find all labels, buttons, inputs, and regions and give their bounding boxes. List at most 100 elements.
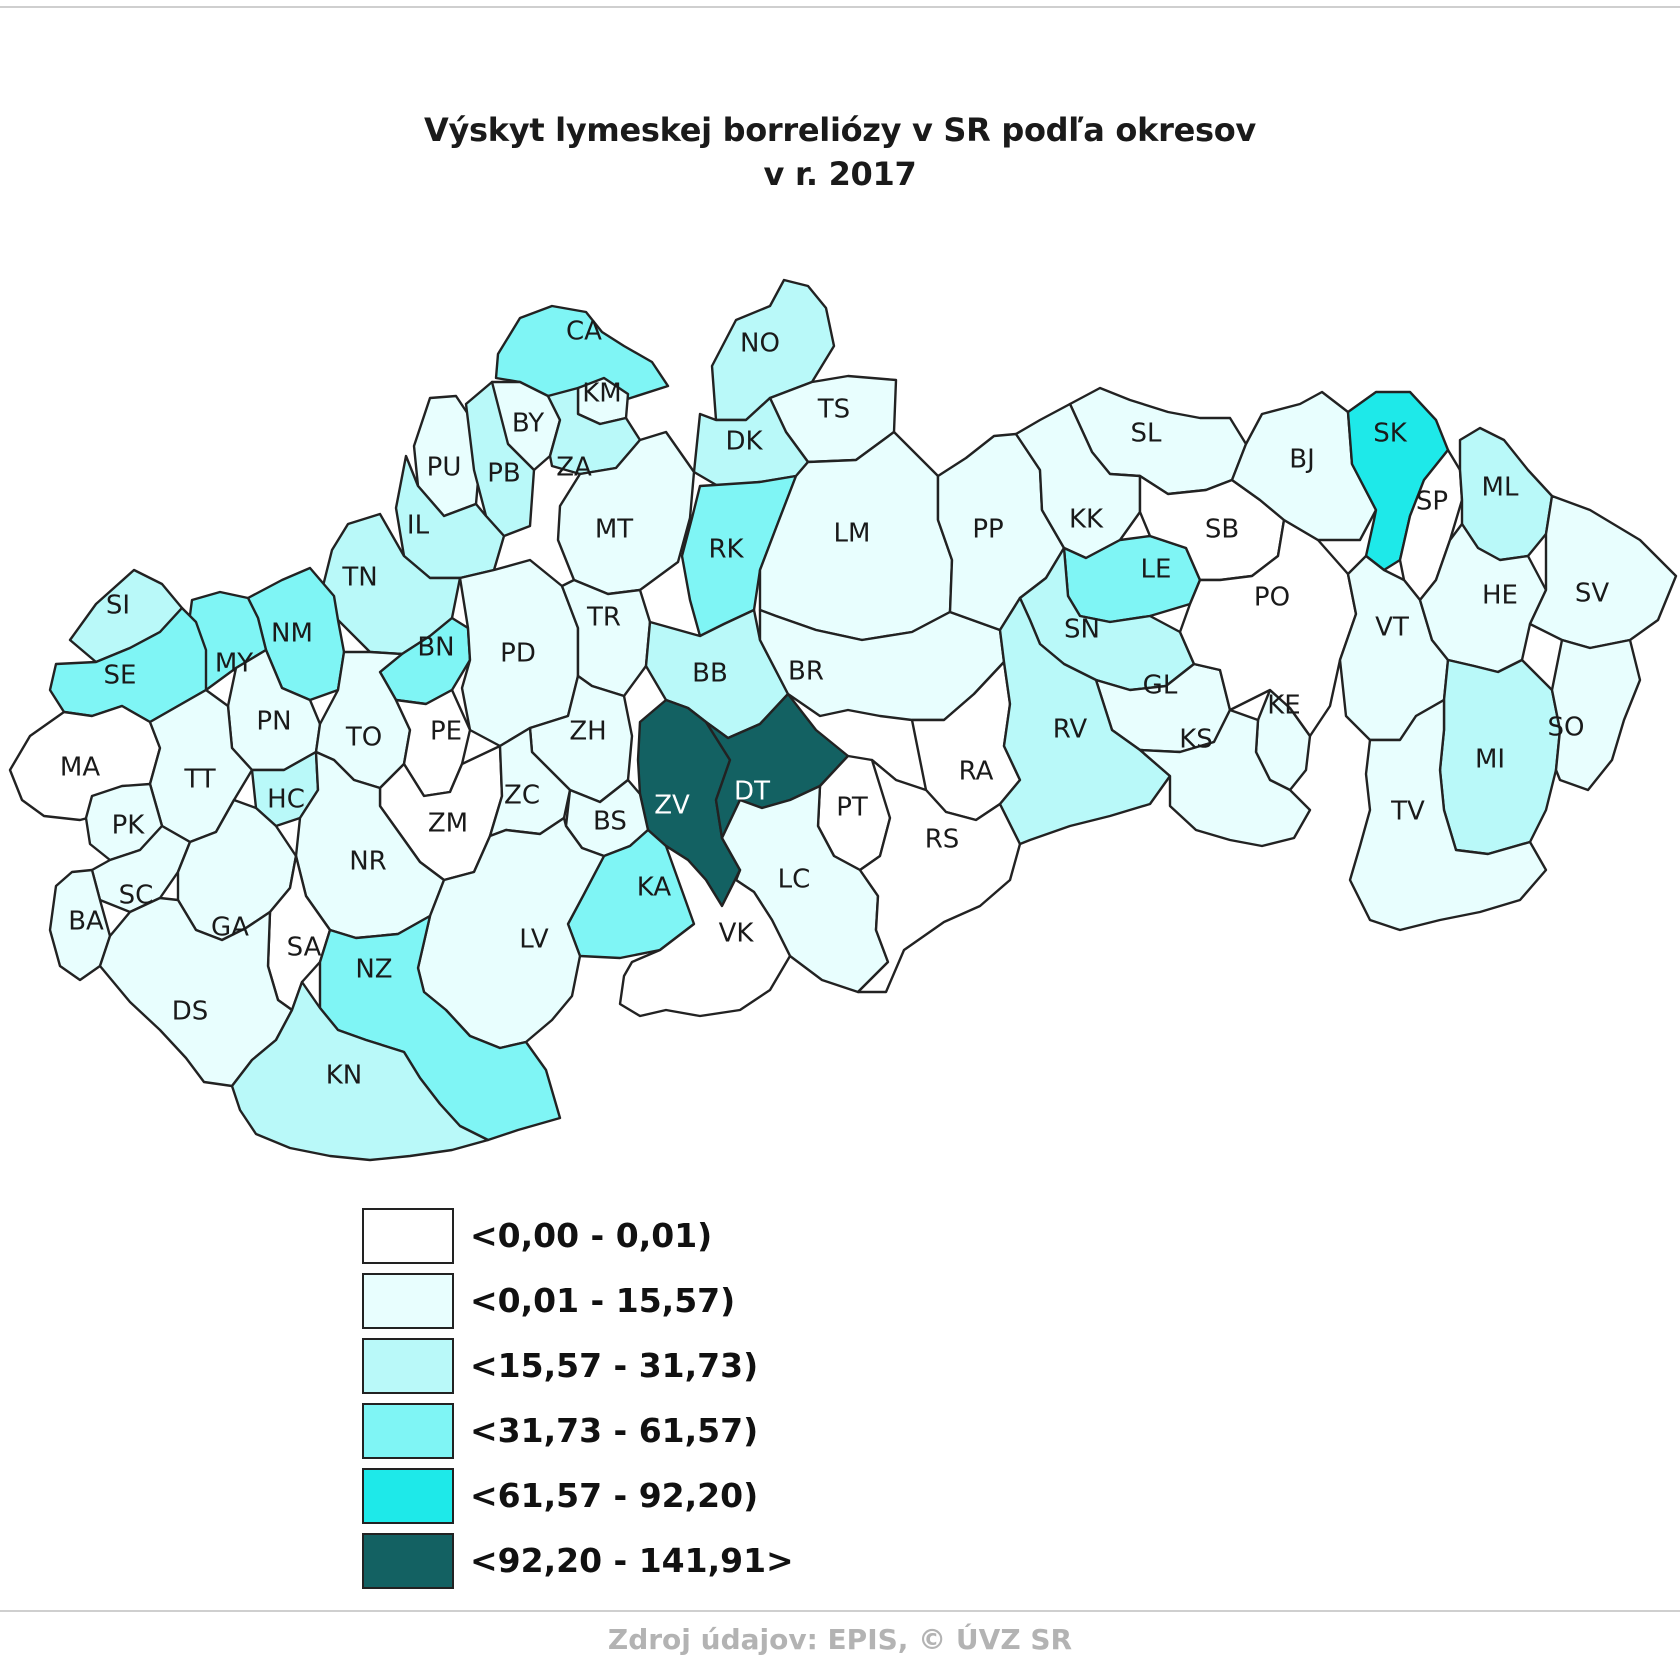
map-title-line-1: Výskyt lymeskej borreliózy v SR podľa ok… bbox=[424, 111, 1256, 149]
top-divider bbox=[0, 6, 1680, 8]
district-label-ba: BA bbox=[68, 907, 104, 937]
district-label-rs: RS bbox=[925, 825, 960, 855]
district-label-hc: HC bbox=[267, 785, 305, 815]
district-label-bn: BN bbox=[417, 633, 454, 663]
district-label-nr: NR bbox=[349, 847, 387, 877]
district-label-sb: SB bbox=[1205, 515, 1239, 545]
district-label-se: SE bbox=[104, 661, 137, 691]
district-mt bbox=[556, 430, 696, 596]
district-pb bbox=[464, 380, 536, 538]
district-label-pt: PT bbox=[836, 793, 868, 823]
district-label-zh: ZH bbox=[569, 717, 606, 747]
district-sv bbox=[1528, 494, 1678, 650]
district-label-kk: KK bbox=[1069, 505, 1104, 535]
district-kn bbox=[230, 980, 490, 1162]
legend-swatch bbox=[362, 1208, 454, 1264]
district-label-ga: GA bbox=[211, 913, 249, 943]
district-tv bbox=[1348, 698, 1548, 932]
district-label-dt: DT bbox=[734, 777, 770, 807]
district-label-tn: TN bbox=[341, 563, 377, 593]
district-label-si: SI bbox=[106, 591, 130, 621]
district-label-sl: SL bbox=[1131, 419, 1163, 449]
district-label-sc: SC bbox=[119, 881, 154, 911]
legend-label: <31,73 - 61,57) bbox=[470, 1411, 759, 1450]
district-label-vt: VT bbox=[1375, 613, 1409, 643]
district-label-bj: BJ bbox=[1289, 445, 1315, 475]
district-label-so: SO bbox=[1548, 713, 1585, 743]
district-label-ra: RA bbox=[959, 757, 994, 787]
district-label-sp: SP bbox=[1416, 487, 1448, 517]
district-label-ks: KS bbox=[1179, 725, 1213, 755]
district-labels-layer: CA NO KM TS BY PU PB ZA DK IL MT RK LM TN SI NM MY BN PD TR… bbox=[60, 317, 1609, 1091]
district-label-bb: BB bbox=[692, 659, 728, 689]
bottom-divider bbox=[0, 1610, 1680, 1612]
district-label-vk: VK bbox=[719, 919, 755, 949]
district-label-pk: PK bbox=[112, 811, 146, 841]
district-label-no: NO bbox=[740, 329, 780, 359]
district-rv bbox=[998, 596, 1172, 846]
district-label-by: BY bbox=[512, 409, 544, 439]
district-label-pu: PU bbox=[427, 453, 462, 483]
district-label-sn: SN bbox=[1064, 615, 1100, 645]
district-label-po: PO bbox=[1254, 583, 1290, 613]
districts-layer bbox=[8, 278, 1678, 1162]
district-label-br: BR bbox=[788, 657, 824, 687]
legend-label: <15,57 - 31,73) bbox=[470, 1346, 759, 1385]
district-ks bbox=[1138, 708, 1312, 848]
district-label-ml: ML bbox=[1482, 473, 1519, 503]
district-il bbox=[394, 454, 506, 580]
district-label-mt: MT bbox=[595, 515, 633, 545]
district-label-pn: PN bbox=[256, 707, 291, 737]
district-so bbox=[1550, 638, 1642, 792]
district-label-to: TO bbox=[345, 723, 382, 753]
district-label-sk: SK bbox=[1373, 419, 1408, 449]
map-title-line-2: v r. 2017 bbox=[763, 155, 917, 193]
district-label-ts: TS bbox=[817, 395, 850, 425]
district-label-tv: TV bbox=[1390, 797, 1425, 827]
legend-swatch bbox=[362, 1273, 454, 1329]
district-label-pb: PB bbox=[487, 459, 521, 489]
district-label-za: ZA bbox=[556, 453, 592, 483]
district-label-sa: SA bbox=[287, 933, 322, 963]
source-credit: Zdroj údajov: EPIS, © ÚVZ SR bbox=[607, 1623, 1073, 1656]
legend-swatch bbox=[362, 1468, 454, 1524]
district-label-rk: RK bbox=[708, 535, 744, 565]
district-label-pp: PP bbox=[972, 515, 1003, 545]
district-vk bbox=[618, 844, 792, 1018]
district-label-zv: ZV bbox=[654, 791, 690, 821]
district-label-tt: TT bbox=[183, 765, 215, 795]
district-label-nz: NZ bbox=[355, 955, 392, 985]
district-label-nm: NM bbox=[271, 619, 313, 649]
district-label-rv: RV bbox=[1053, 715, 1088, 745]
legend-label: <0,01 - 15,57) bbox=[470, 1281, 736, 1320]
district-label-ma: MA bbox=[60, 753, 100, 783]
district-po bbox=[1178, 518, 1358, 738]
district-label-le: LE bbox=[1141, 555, 1172, 585]
district-label-km: KM bbox=[582, 379, 621, 409]
district-label-ds: DS bbox=[172, 997, 209, 1027]
legend-label: <92,20 - 141,91> bbox=[470, 1541, 794, 1580]
legend-swatch bbox=[362, 1338, 454, 1394]
legend-label: <0,00 - 0,01) bbox=[470, 1216, 713, 1255]
district-label-kn: KN bbox=[326, 1061, 363, 1091]
district-label-zc: ZC bbox=[504, 781, 540, 811]
district-label-dk: DK bbox=[725, 427, 763, 457]
legend-label: <61,57 - 92,20) bbox=[470, 1476, 759, 1515]
district-label-il: IL bbox=[407, 511, 430, 541]
district-rs bbox=[856, 758, 1022, 994]
district-label-tr: TR bbox=[586, 603, 621, 633]
district-label-ka: KA bbox=[637, 873, 672, 903]
district-label-my: MY bbox=[215, 649, 253, 679]
district-label-ca: CA bbox=[566, 317, 602, 347]
district-label-lc: LC bbox=[778, 865, 811, 895]
district-label-sv: SV bbox=[1575, 579, 1610, 609]
district-label-ke: KE bbox=[1267, 691, 1300, 721]
map-title: Výskyt lymeskej borreliózy v SR podľa ok… bbox=[0, 108, 1680, 196]
district-label-pd: PD bbox=[500, 639, 536, 669]
district-label-bs: BS bbox=[593, 807, 627, 837]
district-label-lv: LV bbox=[519, 925, 549, 955]
district-label-he: HE bbox=[1482, 581, 1518, 611]
district-label-lm: LM bbox=[834, 519, 871, 549]
district-label-pe: PE bbox=[430, 717, 462, 747]
